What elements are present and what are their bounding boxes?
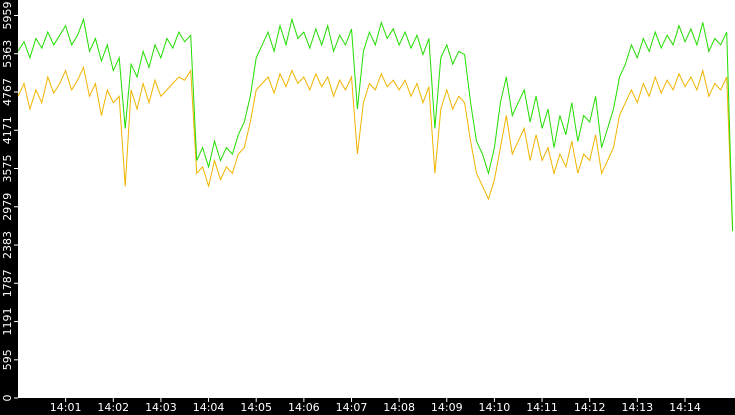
- x-tick-label: 14:04: [193, 401, 225, 414]
- x-tick-label: 14:14: [669, 401, 701, 414]
- x-tick-label: 14:03: [145, 401, 177, 414]
- y-tick-label: 2383: [1, 231, 14, 259]
- y-tick-label: 1191: [1, 308, 14, 336]
- y-tick-label: 2979: [1, 193, 14, 221]
- x-tick-label: 14:08: [383, 401, 415, 414]
- y-tick-label: 5363: [1, 40, 14, 68]
- y-tick-label: 3575: [1, 155, 14, 183]
- x-tick-label: 14:09: [431, 401, 463, 414]
- y-tick-label: 0: [1, 395, 14, 402]
- x-tick-label: 14:11: [526, 401, 558, 414]
- y-tick-label: 5959: [1, 1, 14, 29]
- x-tick-label: 14:10: [479, 401, 511, 414]
- x-tick-label: 14:05: [240, 401, 272, 414]
- x-tick-label: 14:12: [574, 401, 606, 414]
- y-tick-label: 4767: [1, 78, 14, 106]
- y-tick-label: 595: [1, 349, 14, 370]
- x-tick-label: 14:02: [97, 401, 129, 414]
- x-tick-label: 14:06: [288, 401, 320, 414]
- y-tick-label: 1787: [1, 269, 14, 297]
- x-tick-label: 14:13: [621, 401, 653, 414]
- x-tick-label: 14:01: [50, 401, 82, 414]
- series-line: [17, 65, 734, 232]
- x-axis-strip: [0, 398, 735, 415]
- y-axis-strip: [0, 0, 18, 415]
- y-tick-label: 4171: [1, 116, 14, 144]
- series-line: [17, 17, 734, 232]
- x-tick-label: 14:07: [336, 401, 368, 414]
